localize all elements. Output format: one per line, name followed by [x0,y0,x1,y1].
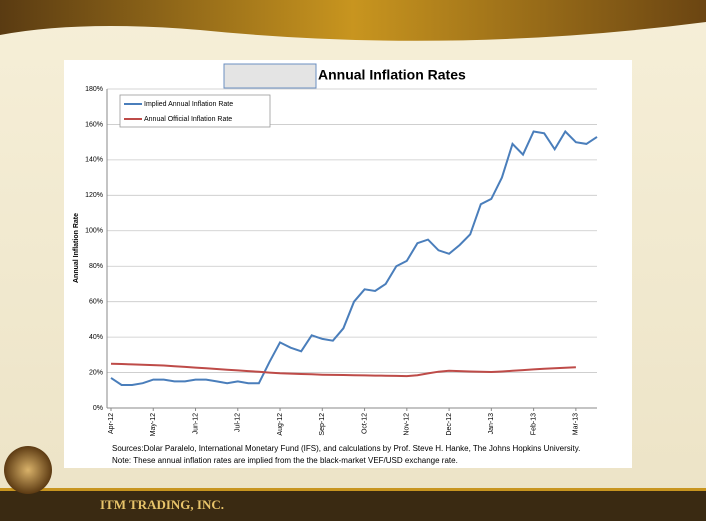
x-tick-label: Feb-13 [530,413,537,435]
x-tick-label: Jul-12 [235,413,242,432]
x-tick-label: Mar-13 [573,413,580,435]
footer-band [0,490,706,521]
y-tick-label: 40% [89,334,103,341]
chart-title: Annual Inflation Rates [318,67,466,83]
footer-line [0,488,706,491]
x-tick-label: Sep-12 [319,413,326,436]
source-note: Note: These annual inflation rates are i… [112,456,458,465]
footer-text: ITM TRADING, INC. [100,497,224,512]
y-axis-label: Annual Inflation Rate [73,213,80,283]
x-tick-label: Aug-12 [277,413,284,436]
globe-icon [4,446,52,494]
top-band [0,0,706,41]
x-tick-label: Nov-12 [404,413,411,436]
y-tick-label: 180% [85,86,103,93]
source-note: Sources:Dolar Paralelo, International Mo… [112,444,580,453]
series-line [110,129,598,386]
legend-label: Annual Official Inflation Rate [144,116,232,123]
y-tick-label: 120% [85,192,103,199]
title-box [223,63,317,89]
y-tick-label: 160% [85,121,103,128]
x-tick-label: May-12 [150,413,157,436]
series-line [110,362,576,378]
y-tick-label: 140% [85,157,103,164]
y-tick-label: 0% [93,405,103,412]
y-tick-label: 60% [89,299,103,306]
x-tick-label: Jun-12 [192,413,199,435]
y-tick-label: 100% [85,228,103,235]
plot: 0% 20% 40% 60% 80% 100% 120% 140% 160% 180% Apr-12… [85,86,598,436]
x-tick-label: Dec-12 [446,413,453,436]
x-tick-label: Jan-13 [488,413,495,435]
x-tick-label: Oct-12 [361,413,368,434]
legend-label: Implied Annual Inflation Rate [144,101,233,108]
chart-area [64,60,632,468]
y-tick-label: 20% [89,369,103,376]
y-tick-label: 80% [89,263,103,270]
legend-box [119,94,271,128]
x-tick-label: Apr-12 [108,413,115,434]
